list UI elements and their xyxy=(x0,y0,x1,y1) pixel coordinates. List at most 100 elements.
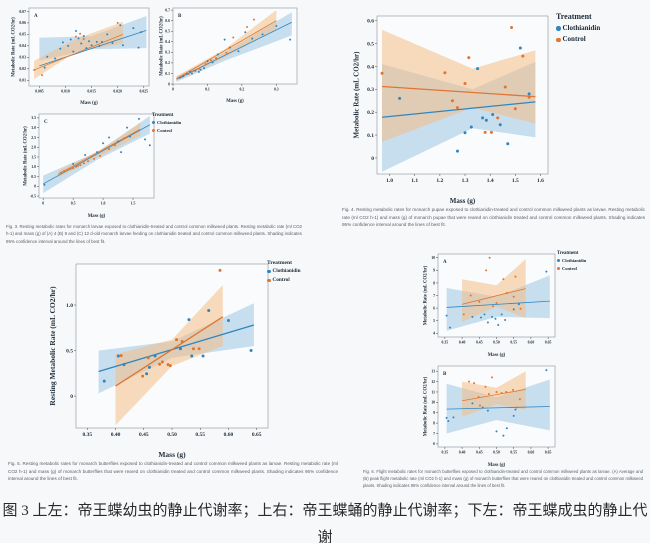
svg-text:0.40: 0.40 xyxy=(111,432,121,438)
fig6A-svg: 0.35 0.40 0.45 0.50 0.55 0.60 0.65 4 5 6 7 8 9 10 Mass… xyxy=(423,253,556,358)
clothianidin-marker-icon xyxy=(557,259,560,263)
control-marker-icon xyxy=(557,266,560,270)
svg-text:12: 12 xyxy=(431,380,435,384)
svg-text:0: 0 xyxy=(34,185,36,189)
svg-text:0.60: 0.60 xyxy=(528,450,535,454)
svg-text:1.3: 1.3 xyxy=(462,178,469,184)
fig3C-svg: 0 0.5 1.0 1.5 -0.5 0 0.5 1.0 1.5 2.0 2.5 3.0 3.5 Mass… xyxy=(23,113,155,219)
svg-text:8: 8 xyxy=(433,281,435,285)
svg-text:0.4: 0.4 xyxy=(367,64,374,70)
fig6-panel-a-chart: 0.35 0.40 0.45 0.50 0.55 0.60 0.65 4 5 6 7 8 9 10 Mass… xyxy=(420,249,560,359)
svg-text:0.60: 0.60 xyxy=(224,432,234,438)
fig4-caption: Fig. 4. Resting metabolic rates for mona… xyxy=(342,207,645,228)
svg-text:0: 0 xyxy=(172,87,174,91)
svg-text:6: 6 xyxy=(433,442,435,446)
svg-text:0.1: 0.1 xyxy=(367,133,374,139)
svg-text:0.65: 0.65 xyxy=(545,450,552,454)
svg-text:13: 13 xyxy=(431,370,435,374)
svg-text:0.6: 0.6 xyxy=(367,19,374,25)
svg-text:0.55: 0.55 xyxy=(510,450,517,454)
svg-text:1.5: 1.5 xyxy=(512,178,519,184)
svg-text:A: A xyxy=(34,14,38,19)
svg-text:0.50: 0.50 xyxy=(493,450,500,454)
svg-text:2.0: 2.0 xyxy=(31,146,36,150)
svg-text:1.2: 1.2 xyxy=(436,178,443,184)
svg-text:0.35: 0.35 xyxy=(82,432,92,438)
svg-text:1.5: 1.5 xyxy=(31,155,36,159)
svg-text:0.6: 0.6 xyxy=(165,19,170,23)
svg-text:Metabolic Rate (mL CO2/hr): Metabolic Rate (mL CO2/hr) xyxy=(159,16,164,76)
legend-item-control: Control xyxy=(557,265,586,273)
svg-text:0.45: 0.45 xyxy=(476,340,483,344)
svg-text:Metabolic Rate (mL CO2/hr): Metabolic Rate (mL CO2/hr) xyxy=(11,17,16,77)
legend-item-clothianidin: Clothianidin xyxy=(267,267,300,276)
svg-text:0.50: 0.50 xyxy=(167,432,177,438)
svg-text:1.0: 1.0 xyxy=(101,201,106,205)
legend-item-control: Control xyxy=(267,276,300,285)
fig3A-svg: 0.005 0.010 0.015 0.020 0.025 0.01 0.02 0.03 0.0… xyxy=(11,7,150,106)
fig6-panel-b-chart: 0.35 0.40 0.45 0.50 0.55 0.60 0.65 6 7 8 9 10 11 12 13… xyxy=(420,361,560,469)
svg-text:0.5: 0.5 xyxy=(367,41,374,47)
svg-text:11: 11 xyxy=(431,390,435,394)
clothianidin-marker-icon xyxy=(556,26,561,31)
clothianidin-marker-icon xyxy=(152,121,155,125)
svg-text:1.0: 1.0 xyxy=(66,303,73,309)
legend-item-clothianidin: Clothianidin xyxy=(557,257,586,265)
svg-text:0: 0 xyxy=(371,156,374,162)
svg-text:Metabolic Rate (mL CO2/hr): Metabolic Rate (mL CO2/hr) xyxy=(423,376,428,436)
svg-text:0.7: 0.7 xyxy=(165,8,170,12)
svg-text:8: 8 xyxy=(433,421,435,425)
svg-text:0.025: 0.025 xyxy=(140,89,149,93)
svg-text:10: 10 xyxy=(431,401,435,405)
svg-text:Metabolic Rate (mL CO2/hr): Metabolic Rate (mL CO2/hr) xyxy=(423,265,428,325)
fig5-butterfly-chart: 0.35 0.40 0.45 0.50 0.55 0.60 0.65 0 0.5 1.0 Mass … xyxy=(46,256,276,460)
svg-text:0.03: 0.03 xyxy=(19,56,26,60)
fig4-pupae-chart: 1.0 1.1 1.2 1.3 1.4 1.5 1.6 0 0.1 0.2 0.3 0.4 0.5 0.6… xyxy=(350,8,556,206)
svg-text:1.4: 1.4 xyxy=(487,178,494,184)
svg-text:A: A xyxy=(443,260,447,265)
svg-text:5: 5 xyxy=(433,319,435,323)
legend-item-control: Control xyxy=(152,127,181,135)
svg-text:Mass (g): Mass (g) xyxy=(488,353,506,358)
svg-text:0.60: 0.60 xyxy=(528,340,535,344)
svg-text:0.04: 0.04 xyxy=(19,44,26,48)
fig5-svg: 0.35 0.40 0.45 0.50 0.55 0.60 0.65 0 0.5 1.0 Mass … xyxy=(48,263,269,459)
svg-text:0.2: 0.2 xyxy=(165,61,170,65)
control-marker-icon xyxy=(556,37,561,43)
svg-text:0.1: 0.1 xyxy=(165,72,170,76)
svg-text:0.02: 0.02 xyxy=(19,67,26,71)
svg-text:0.3: 0.3 xyxy=(367,87,374,93)
svg-text:B: B xyxy=(178,14,182,19)
svg-text:9: 9 xyxy=(433,269,435,273)
svg-text:0.35: 0.35 xyxy=(442,340,449,344)
legend-title: Treatment xyxy=(152,113,174,118)
svg-text:1.5: 1.5 xyxy=(131,201,136,205)
svg-text:9: 9 xyxy=(433,411,435,415)
svg-text:0.5: 0.5 xyxy=(66,348,73,354)
fig5-treatment-legend: Treatment Clothianidin Control xyxy=(267,260,300,285)
svg-text:0.05: 0.05 xyxy=(19,33,26,37)
legend-item-clothianidin: Clothianidin xyxy=(152,119,181,127)
legend-item-clothianidin: Clothianidin xyxy=(556,23,600,34)
svg-text:10: 10 xyxy=(431,256,435,260)
fig3-panel-c-chart: 0 0.5 1.0 1.5 -0.5 0 0.5 1.0 1.5 2.0 2.5 3.0 3.5 Mass… xyxy=(20,109,159,220)
svg-text:C: C xyxy=(44,120,48,125)
svg-text:Mass (g): Mass (g) xyxy=(450,197,476,205)
svg-text:0: 0 xyxy=(168,82,170,86)
fig6-caption: Fig. 6. Flight metabolic rates for monar… xyxy=(363,469,643,488)
svg-text:B: B xyxy=(443,372,447,377)
svg-text:0.65: 0.65 xyxy=(545,340,552,344)
svg-text:0.005: 0.005 xyxy=(35,89,44,93)
svg-text:0.35: 0.35 xyxy=(442,450,449,454)
legend-item-control: Control xyxy=(556,34,600,45)
svg-text:0.45: 0.45 xyxy=(139,432,149,438)
svg-text:Mass (g): Mass (g) xyxy=(488,463,506,468)
figure-3-chinese-caption: 图 3 上左：帝王蝶幼虫的静止代谢率；上右：帝王蝶蛹的静止代谢率；下左：帝王蝶成… xyxy=(0,498,650,543)
legend-title: Treatment xyxy=(556,12,592,21)
svg-text:0.2: 0.2 xyxy=(240,87,245,91)
svg-text:7: 7 xyxy=(433,432,435,436)
svg-text:1.0: 1.0 xyxy=(31,165,36,169)
svg-text:2.5: 2.5 xyxy=(31,136,36,140)
svg-text:Metabolic Rate (mL CO2/hr): Metabolic Rate (mL CO2/hr) xyxy=(353,51,361,139)
svg-text:0.3: 0.3 xyxy=(274,87,279,91)
